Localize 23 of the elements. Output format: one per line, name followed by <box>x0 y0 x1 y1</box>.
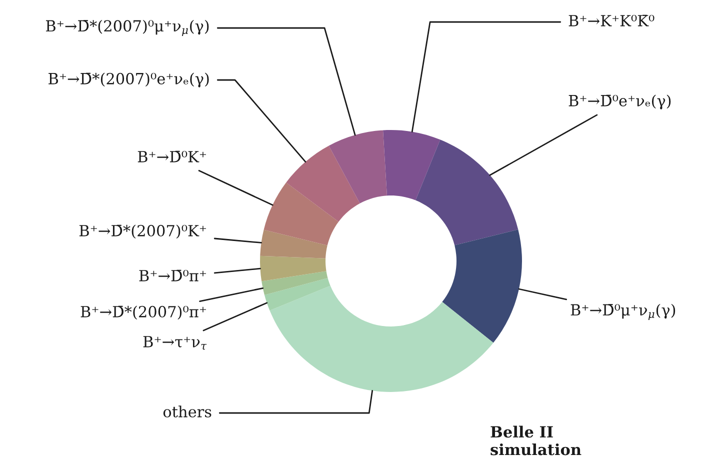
text: Belle II simulation <box>490 426 582 456</box>
slice-label: B⁺→K⁺K⁰K̄⁰ <box>568 14 654 26</box>
donut-slice <box>416 140 518 246</box>
slice-label: B⁺→D̄⁰π⁺ <box>139 270 206 282</box>
donut-slice <box>328 130 387 204</box>
slice-label: B⁺→D̄⁰K⁺ <box>138 150 206 162</box>
slice-label: B⁺→D̄⁰μ⁺ν$_{μ}$(γ) <box>570 304 676 320</box>
donut-slice <box>442 229 522 343</box>
slice-label: B⁺→τ⁺ν$_{τ}$ <box>143 336 207 350</box>
donut-slice <box>264 182 339 246</box>
donut-slice <box>286 146 360 222</box>
slice-label: B⁺→D̄*(2007)⁰K⁺ <box>79 224 206 239</box>
donut-slice <box>262 271 328 295</box>
slice-label: B⁺→D̄*(2007)⁰μ⁺ν$_{μ}$(γ) <box>46 20 209 36</box>
slice-label: B⁺→D̄⁰e⁺νₑ(γ) <box>568 94 671 110</box>
slice-label: B⁺→D̄*(2007)⁰e⁺νₑ(γ) <box>48 72 209 88</box>
donut-slice <box>270 286 494 392</box>
slice-label: B⁺→D̄*(2007)⁰π⁺ <box>80 306 206 320</box>
donut-slice <box>383 130 440 200</box>
donut-slice <box>260 230 328 258</box>
slice-label: others <box>163 406 212 418</box>
donut-slice <box>264 278 330 311</box>
donut-slice <box>260 256 326 282</box>
